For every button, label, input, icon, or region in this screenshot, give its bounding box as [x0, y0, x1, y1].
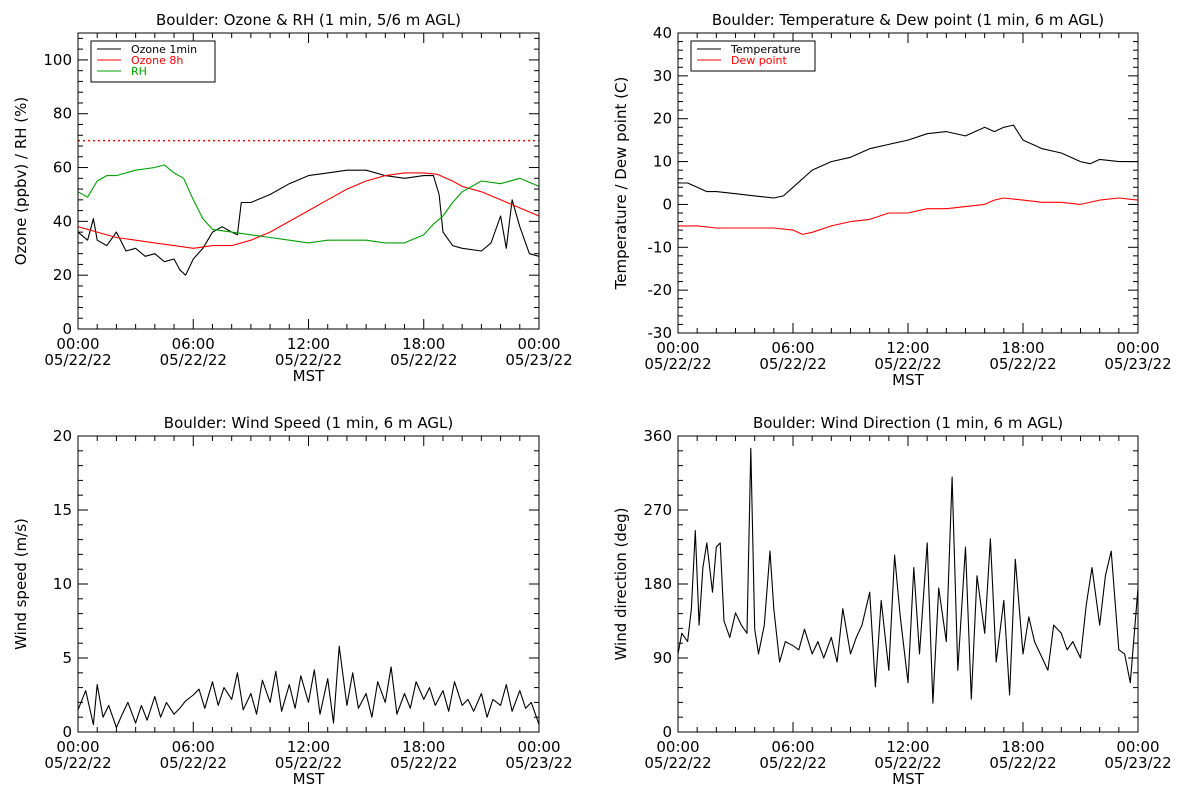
chart-title: Boulder: Wind Direction (1 min, 6 m AGL) [753, 414, 1063, 432]
x-tick-label-date: 05/23/22 [505, 754, 572, 772]
series-line-data [78, 646, 539, 727]
chart-title: Boulder: Temperature & Dew point (1 min,… [712, 11, 1104, 29]
x-tick-label-date: 05/22/22 [44, 754, 111, 772]
y-tick-label: 10 [53, 575, 72, 593]
x-tick-label-date: 05/22/22 [759, 355, 826, 373]
y-axis-label: Wind direction (deg) [612, 508, 630, 661]
y-tick-label: 30 [653, 67, 672, 85]
x-axis-label: MST [293, 770, 325, 788]
y-tick-label: 270 [643, 501, 672, 519]
x-tick-label-date: 05/22/22 [644, 355, 711, 373]
x-tick-label-date: 05/22/22 [390, 754, 457, 772]
x-tick-label-date: 05/22/22 [874, 355, 941, 373]
x-tick-label-date: 05/22/22 [390, 351, 457, 369]
plot-frame [678, 436, 1138, 732]
x-tick-label-date: 05/22/22 [160, 754, 227, 772]
x-tick-label-date: 05/22/22 [759, 754, 826, 772]
x-tick-label-date: 05/22/22 [275, 754, 342, 772]
y-tick-label: 180 [643, 575, 672, 593]
plot-frame [678, 33, 1138, 333]
x-tick-label-date: 05/22/22 [160, 351, 227, 369]
series-group [78, 646, 539, 727]
y-tick-label: 40 [53, 212, 72, 230]
series-line-rh [78, 165, 539, 243]
series-line-ozone-1min [78, 170, 539, 275]
chart-wspd: Boulder: Wind Speed (1 min, 6 m AGL) Wind… [12, 414, 573, 788]
series-line-data [678, 448, 1138, 703]
y-tick-label: 90 [653, 649, 672, 667]
y-tick-label: 20 [53, 266, 72, 284]
chart-title: Boulder: Ozone & RH (1 min, 5/6 m AGL) [156, 11, 461, 29]
series-group [678, 448, 1138, 703]
y-axis-label: Temperature / Dew point (C) [612, 77, 630, 291]
x-axis-label: MST [892, 371, 924, 389]
chart-title: Boulder: Wind Speed (1 min, 6 m AGL) [164, 414, 453, 432]
x-tick-label-date: 05/22/22 [644, 754, 711, 772]
y-tick-label: 360 [643, 427, 672, 445]
y-tick-label: 20 [653, 110, 672, 128]
x-tick-label-date: 05/23/22 [1104, 754, 1171, 772]
legend-label: RH [131, 65, 147, 78]
y-tick-label: 5 [62, 649, 72, 667]
x-tick-label-date: 05/22/22 [989, 355, 1056, 373]
y-tick-label: 0 [662, 195, 672, 213]
series-line-temperature [678, 125, 1138, 198]
y-tick-label: 100 [43, 51, 72, 69]
series-line-dew-point [678, 198, 1138, 234]
y-tick-label: 60 [53, 159, 72, 177]
series-group [78, 165, 539, 275]
y-tick-label: 20 [53, 427, 72, 445]
y-axis-label: Wind speed (m/s) [12, 518, 30, 650]
chart-temp: Boulder: Temperature & Dew point (1 min,… [612, 11, 1172, 389]
y-tick-label: -10 [648, 238, 673, 256]
y-tick-label: 80 [53, 105, 72, 123]
x-axis-label: MST [892, 770, 924, 788]
x-axis-label: MST [293, 367, 325, 385]
chart-ozone: Boulder: Ozone & RH (1 min, 5/6 m AGL) Oz… [12, 11, 573, 385]
plot-frame [78, 436, 539, 732]
x-tick-label-date: 05/22/22 [874, 754, 941, 772]
x-tick-label-date: 05/23/22 [505, 351, 572, 369]
y-tick-label: 40 [653, 24, 672, 42]
series-group [678, 125, 1138, 234]
y-axis-label: Ozone (ppbv) / RH (%) [12, 97, 30, 266]
x-tick-label-date: 05/22/22 [989, 754, 1056, 772]
x-tick-label-date: 05/23/22 [1104, 355, 1171, 373]
legend-label: Dew point [731, 54, 787, 67]
y-tick-label: 10 [653, 153, 672, 171]
x-tick-label-date: 05/22/22 [44, 351, 111, 369]
x-tick-label-date: 05/22/22 [275, 351, 342, 369]
chart-wdir: Boulder: Wind Direction (1 min, 6 m AGL)… [612, 414, 1172, 788]
y-tick-label: 15 [53, 501, 72, 519]
y-tick-label: -20 [648, 281, 673, 299]
